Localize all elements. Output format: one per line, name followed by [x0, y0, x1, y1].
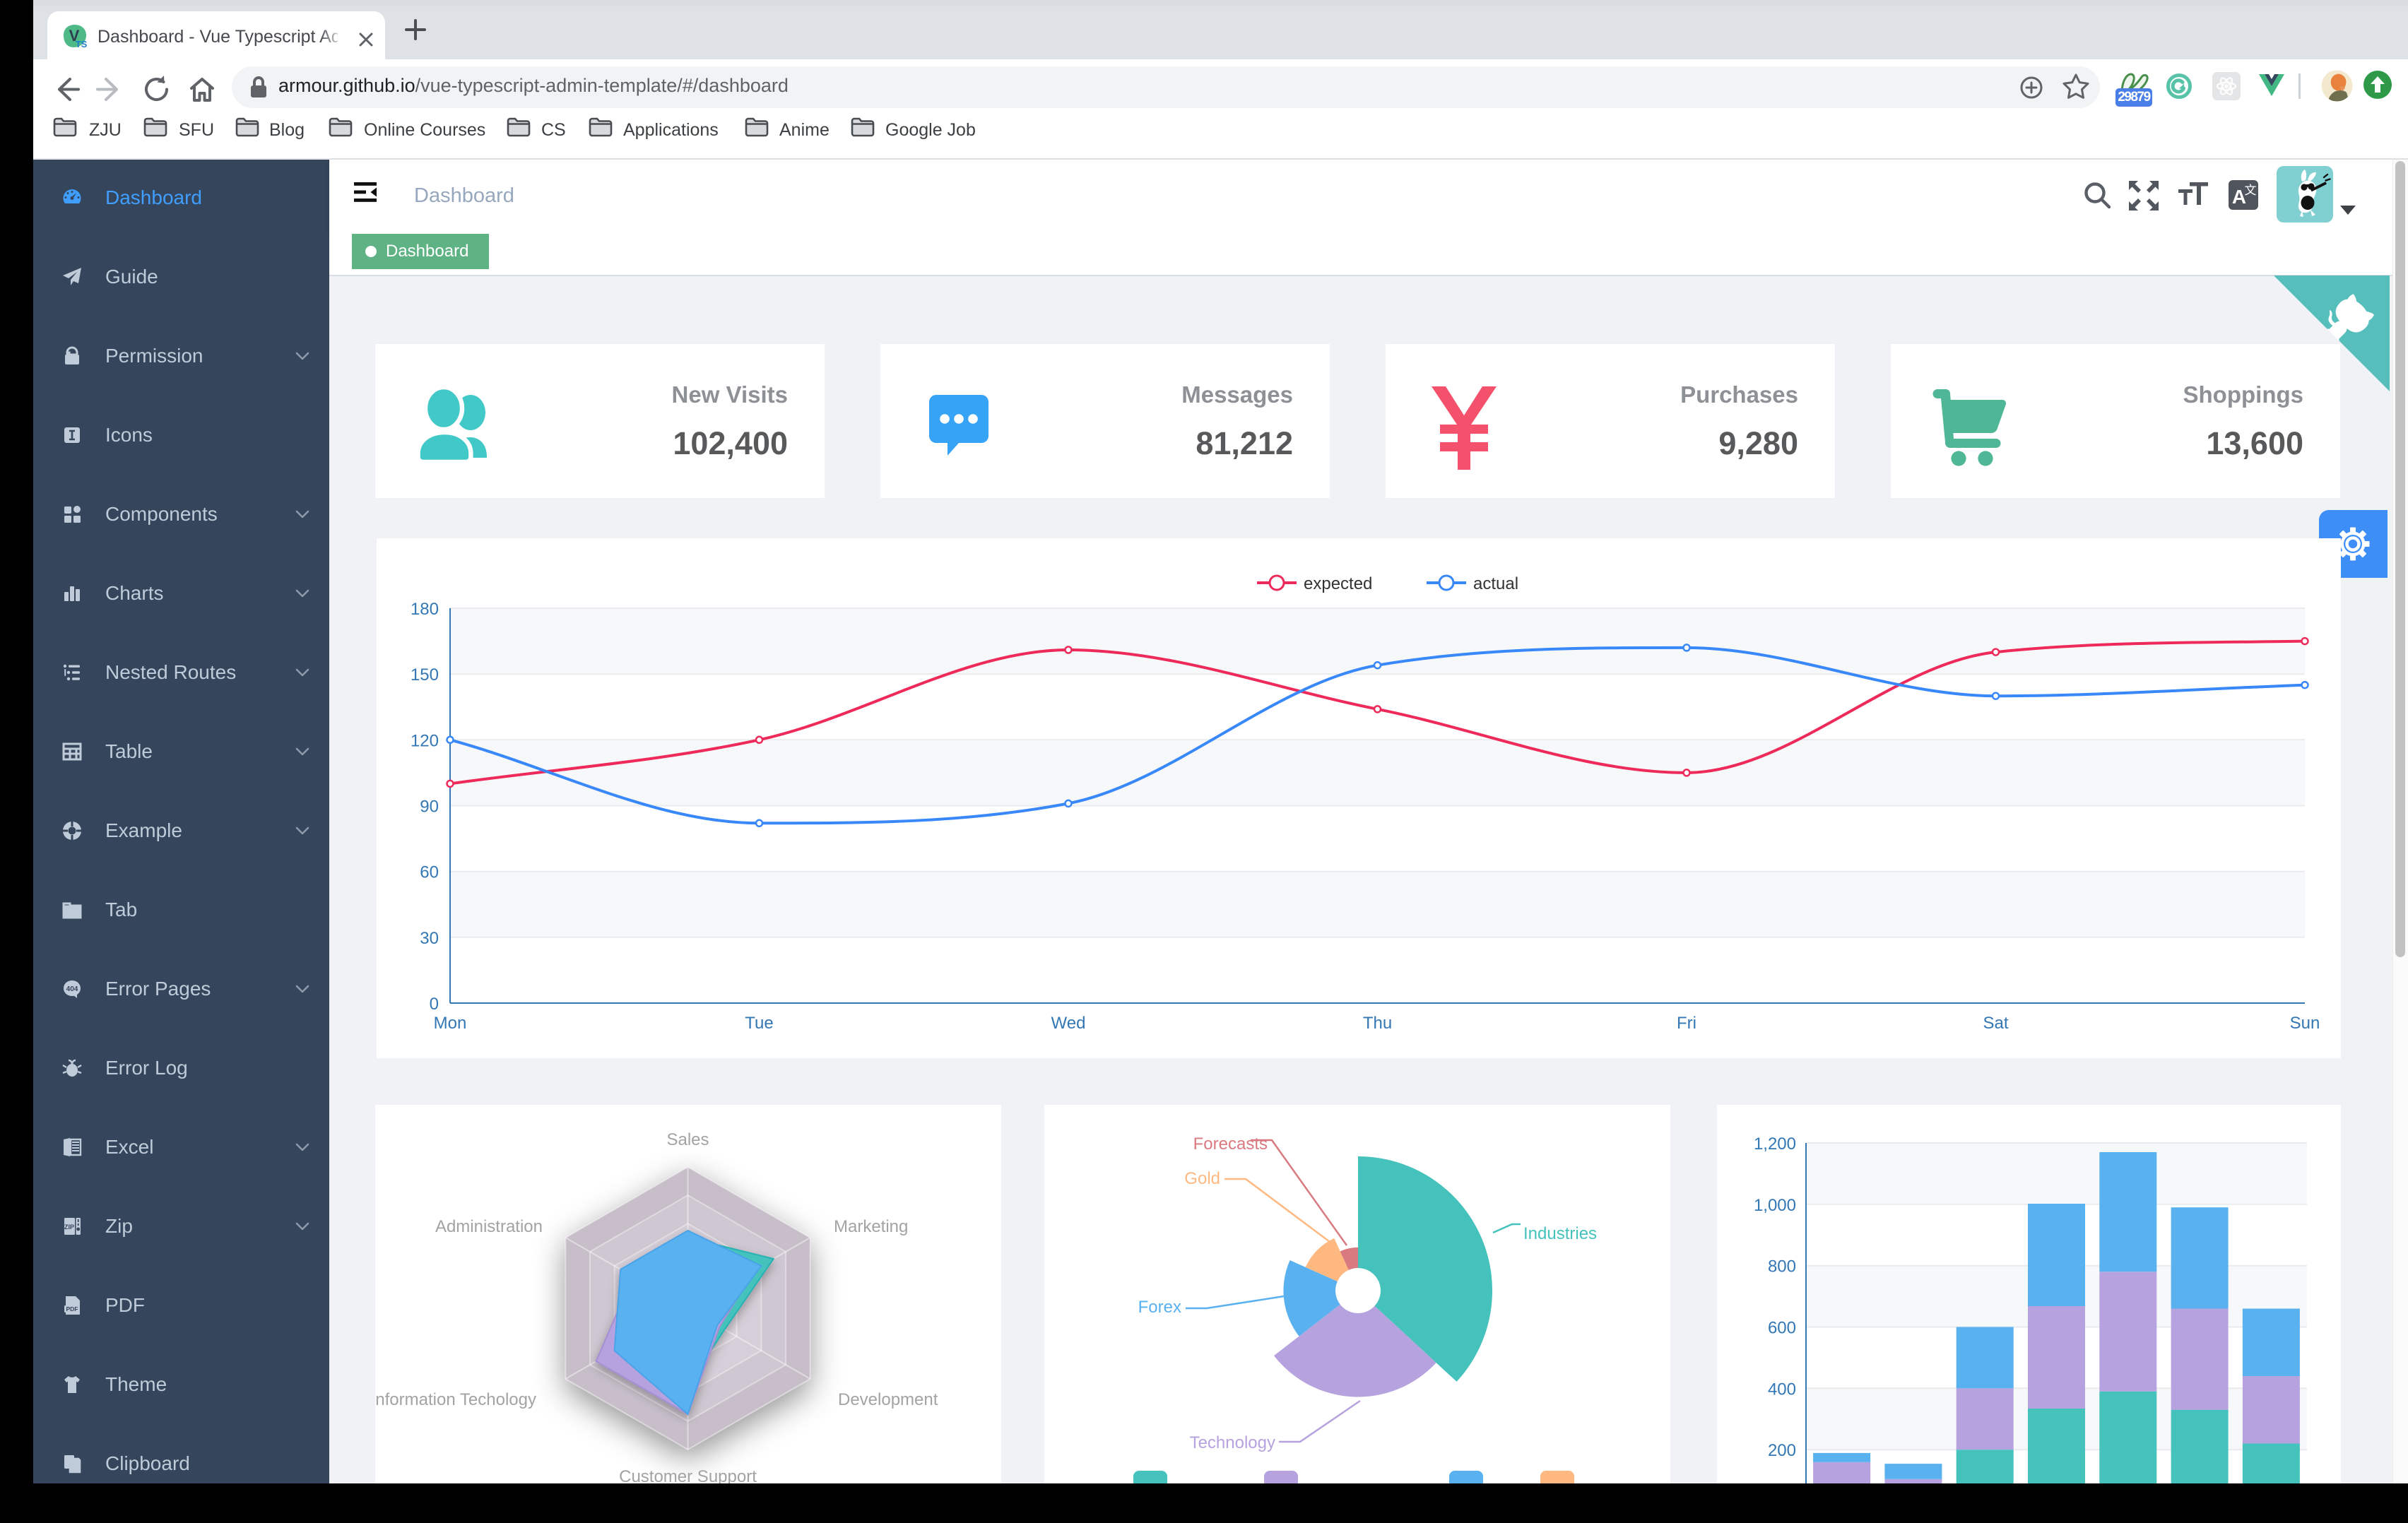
- svg-text:150: 150: [411, 665, 439, 685]
- svg-text:Information Techology: Information Techology: [375, 1390, 536, 1409]
- svg-text:Fri: Fri: [1677, 1014, 1696, 1033]
- svg-text:Administration: Administration: [435, 1217, 543, 1236]
- svg-text:1,000: 1,000: [1754, 1196, 1796, 1215]
- svg-text:Customer Support: Customer Support: [619, 1467, 757, 1483]
- svg-text:Thu: Thu: [1363, 1014, 1392, 1033]
- svg-text:Mon: Mon: [434, 1014, 467, 1033]
- svg-text:actual: actual: [1473, 574, 1518, 593]
- svg-text:Sun: Sun: [2290, 1014, 2320, 1033]
- svg-text:Technology: Technology: [1190, 1433, 1275, 1452]
- svg-text:文: 文: [2245, 184, 2257, 197]
- svg-text:120: 120: [411, 731, 439, 750]
- svg-text:PDF: PDF: [66, 1305, 78, 1312]
- svg-text:Wed: Wed: [1051, 1014, 1086, 1033]
- svg-text:Sales: Sales: [666, 1130, 709, 1149]
- svg-text:Tue: Tue: [745, 1014, 773, 1033]
- svg-text:1,200: 1,200: [1754, 1134, 1796, 1154]
- svg-text:ZIP: ZIP: [64, 1223, 74, 1231]
- svg-text:600: 600: [1768, 1319, 1796, 1338]
- svg-text:30: 30: [420, 929, 439, 948]
- svg-text:800: 800: [1768, 1257, 1796, 1276]
- svg-text:Forecasts: Forecasts: [1193, 1134, 1268, 1154]
- svg-text:Sat: Sat: [1983, 1014, 2008, 1033]
- svg-text:Gold: Gold: [1184, 1169, 1220, 1188]
- svg-text:Industries: Industries: [1523, 1224, 1597, 1243]
- svg-text:60: 60: [420, 863, 439, 882]
- svg-text:400: 400: [1768, 1380, 1796, 1399]
- svg-text:expected: expected: [1304, 574, 1372, 593]
- svg-text:Development: Development: [838, 1390, 938, 1409]
- svg-text:180: 180: [411, 600, 439, 619]
- svg-text:Marketing: Marketing: [834, 1217, 908, 1236]
- svg-text:TS: TS: [76, 39, 87, 48]
- svg-text:90: 90: [420, 798, 439, 817]
- svg-text:404: 404: [66, 985, 78, 993]
- svg-text:200: 200: [1768, 1441, 1796, 1460]
- svg-text:V: V: [69, 27, 80, 45]
- svg-text:Forex: Forex: [1138, 1298, 1181, 1317]
- svg-text:0: 0: [430, 995, 439, 1014]
- svg-text:A: A: [2232, 186, 2246, 208]
